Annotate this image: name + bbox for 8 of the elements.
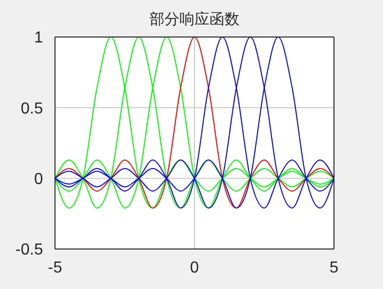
y-tick-label: -0.5 xyxy=(15,242,44,259)
chart-title: 部分响应函数 xyxy=(148,10,240,29)
x-tick-label: 0 xyxy=(190,259,200,276)
y-tick-label: 1 xyxy=(34,30,44,47)
y-tick-label: 0 xyxy=(34,171,44,188)
x-tick-label: 5 xyxy=(330,259,339,276)
x-tick-label: -5 xyxy=(48,259,62,276)
y-tick-label: 0.5 xyxy=(20,100,44,118)
